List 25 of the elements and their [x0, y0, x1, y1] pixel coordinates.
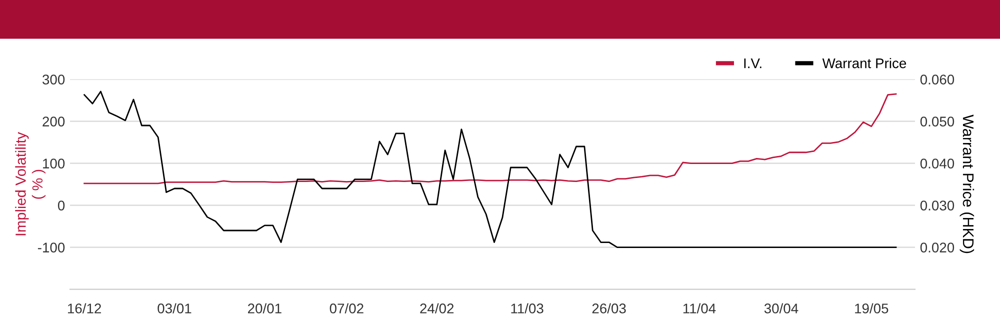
line-series: [84, 90, 897, 248]
y-tick-label: 300: [42, 74, 65, 84]
x-tick-label: 11/04: [683, 303, 716, 314]
y-tick-label: -100: [38, 242, 65, 252]
y2-axis-title: Warrant Price (HKD): [960, 114, 974, 254]
y2-tick-label: 0.050: [920, 116, 954, 126]
x-tick-label: 03/01: [158, 303, 192, 314]
line-series: [84, 93, 897, 184]
y-tick-label: 100: [43, 158, 65, 168]
x-tick-label: 20/01: [248, 303, 282, 314]
x-tick-label: 19/05: [855, 303, 888, 314]
x-tick-label: 11/03: [511, 303, 544, 314]
y2-tick-label: 0.020: [920, 242, 954, 252]
x-tick-label: 16/12: [68, 303, 101, 314]
x-tick-label: 26/03: [592, 303, 626, 314]
x-tick-label: 07/02: [330, 303, 364, 314]
y2-tick-label: 0.030: [920, 200, 954, 210]
y-tick-label: 200: [42, 116, 65, 126]
x-tick-label: 24/02: [420, 303, 454, 314]
y-tick-label: 0: [58, 200, 65, 210]
y2-tick-label: 0.040: [920, 158, 954, 168]
y2-tick-label: 0.060: [920, 74, 954, 84]
legend-label: I.V.: [744, 58, 762, 68]
legend-label: Warrant Price: [822, 58, 906, 68]
x-tick-label: 30/04: [764, 303, 798, 314]
